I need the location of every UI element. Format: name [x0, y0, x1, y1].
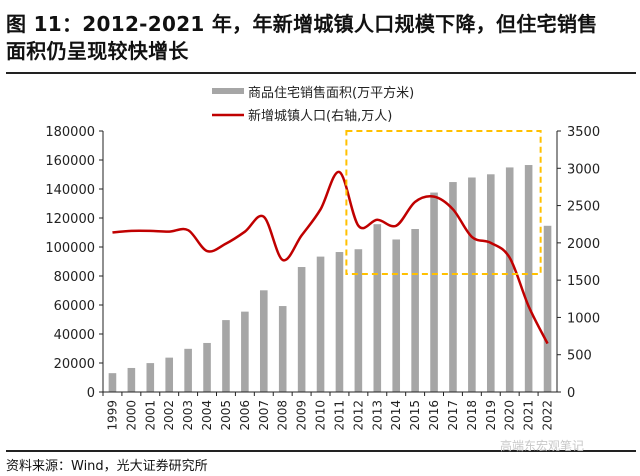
bar-2018	[468, 177, 476, 392]
x-tick-label-2021: 2021	[522, 400, 536, 431]
bar-1999	[108, 373, 117, 392]
left-tick-label: 140000	[45, 183, 95, 198]
highlight-box	[345, 130, 542, 275]
legend-bar-swatch	[212, 88, 244, 94]
legend-bar-label: 商品住宅销售面积(万平方米)	[248, 85, 414, 101]
left-tick-label: 60000	[54, 299, 95, 314]
x-tick-label-2011: 2011	[332, 400, 346, 431]
bar-2007	[259, 290, 268, 392]
watermark: 高端东宏观笔记	[500, 439, 585, 453]
x-tick-label-2001: 2001	[143, 400, 157, 431]
right-tick-label: 1000	[567, 311, 600, 326]
left-tick-label: 100000	[45, 241, 95, 256]
x-tick-label-2012: 2012	[351, 400, 365, 431]
left-tick-label: 0	[87, 386, 95, 401]
x-tick-label-2002: 2002	[162, 400, 176, 431]
bar-2015	[411, 229, 419, 392]
x-tick-label-2007: 2007	[257, 400, 271, 431]
source-divider	[6, 450, 636, 452]
bar-2019	[486, 174, 495, 392]
bar-2016	[430, 192, 438, 392]
x-tick-label-2000: 2000	[124, 400, 138, 431]
bar-2020	[505, 167, 514, 392]
left-tick-label: 180000	[45, 125, 95, 140]
x-tick-label-2009: 2009	[295, 400, 309, 431]
left-tick-label: 160000	[45, 154, 95, 169]
right-tick-label: 2500	[567, 200, 600, 215]
title-divider	[6, 72, 636, 74]
bar-2011	[335, 252, 344, 392]
right-tick-label: 3500	[567, 125, 600, 140]
legend-line-label: 新增城镇人口(右轴,万人)	[248, 108, 392, 124]
bar-2008	[278, 306, 287, 392]
bar-2021	[524, 165, 533, 392]
bar-2002	[165, 357, 174, 392]
left-tick-label: 80000	[54, 270, 95, 285]
bar-2005	[222, 320, 230, 392]
bar-2022	[543, 225, 552, 392]
x-tick-label-2013: 2013	[370, 400, 384, 431]
x-tick-label-2003: 2003	[181, 400, 195, 431]
bar-2014	[392, 239, 401, 392]
right-tick-label: 3000	[567, 162, 600, 177]
x-tick-label-2016: 2016	[427, 400, 441, 431]
bar-2004	[203, 342, 211, 392]
source-note: 资料来源：Wind，光大证券研究所	[6, 459, 208, 474]
x-tick-label-2017: 2017	[446, 400, 460, 431]
bar-2017	[449, 182, 457, 392]
right-tick-label: 500	[567, 349, 592, 364]
bar-2003	[184, 348, 192, 392]
x-tick-label-2006: 2006	[238, 400, 252, 431]
chart-title-line-1: 图 11：2012-2021 年，年新增城镇人口规模下降，但住宅销售	[6, 12, 598, 36]
x-tick-label-2015: 2015	[408, 400, 422, 431]
left-tick-label: 40000	[54, 328, 95, 343]
bar-2012	[354, 249, 363, 392]
x-tick-label-1999: 1999	[105, 400, 119, 431]
x-tick-label-2004: 2004	[200, 400, 214, 431]
x-tick-label-2008: 2008	[276, 400, 290, 431]
bar-2013	[373, 224, 382, 392]
left-tick-label: 120000	[45, 212, 95, 227]
urban-population-line	[112, 170, 549, 345]
right-tick-label: 0	[567, 386, 575, 401]
x-tick-label-2005: 2005	[219, 400, 233, 431]
x-tick-label-2022: 2022	[541, 400, 555, 431]
left-tick-label: 20000	[54, 357, 95, 372]
right-tick-label: 1500	[567, 274, 600, 289]
x-tick-label-2019: 2019	[484, 400, 498, 431]
x-tick-label-2018: 2018	[465, 400, 479, 431]
bar-2009	[297, 267, 306, 392]
bar-2000	[127, 367, 136, 392]
bar-2001	[146, 363, 155, 392]
bar-2010	[316, 256, 325, 392]
x-tick-label-2014: 2014	[389, 400, 403, 431]
chart-title-line-2: 面积仍呈现较快增长	[6, 39, 189, 63]
x-tick-label-2010: 2010	[314, 400, 328, 431]
x-tick-label-2020: 2020	[503, 400, 517, 431]
right-tick-label: 2000	[567, 237, 600, 252]
legend: 商品住宅销售面积(万平方米) 新增城镇人口(右轴,万人)	[212, 85, 414, 124]
bar-2006	[241, 311, 249, 392]
